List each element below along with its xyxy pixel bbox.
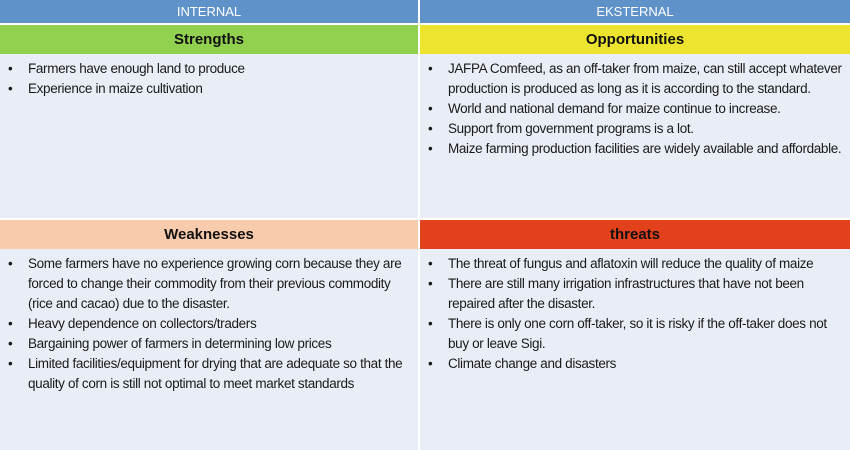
list-item: JAFPA Comfeed, as an off-taker from maiz…	[426, 59, 842, 99]
internal-header: INTERNAL	[0, 0, 420, 25]
weaknesses-heading: Weaknesses	[0, 220, 420, 249]
list-item: Experience in maize cultivation	[6, 79, 410, 99]
list-item: Bargaining power of farmers in determini…	[6, 334, 410, 354]
list-item: Heavy dependence on collectors/traders	[6, 314, 410, 334]
list-item: Maize farming production facilities are …	[426, 139, 842, 159]
weaknesses-list: Some farmers have no experience growing …	[0, 249, 420, 450]
list-item: Climate change and disasters	[426, 354, 842, 374]
list-item: Support from government programs is a lo…	[426, 119, 842, 139]
threats-heading: threats	[420, 220, 850, 249]
list-item: There are still many irrigation infrastr…	[426, 274, 842, 314]
list-item: World and national demand for maize cont…	[426, 99, 842, 119]
list-item: The threat of fungus and aflatoxin will …	[426, 254, 842, 274]
list-item: Limited facilities/equipment for drying …	[6, 354, 410, 394]
strengths-heading: Strengths	[0, 25, 420, 54]
threats-list: The threat of fungus and aflatoxin will …	[420, 249, 850, 450]
list-item: Farmers have enough land to produce	[6, 59, 410, 79]
opportunities-heading: Opportunities	[420, 25, 850, 54]
list-item: There is only one corn off-taker, so it …	[426, 314, 842, 354]
strengths-list: Farmers have enough land to produce Expe…	[0, 54, 420, 220]
external-header: EKSTERNAL	[420, 0, 850, 25]
opportunities-list: JAFPA Comfeed, as an off-taker from maiz…	[420, 54, 850, 220]
list-item: Some farmers have no experience growing …	[6, 254, 410, 314]
